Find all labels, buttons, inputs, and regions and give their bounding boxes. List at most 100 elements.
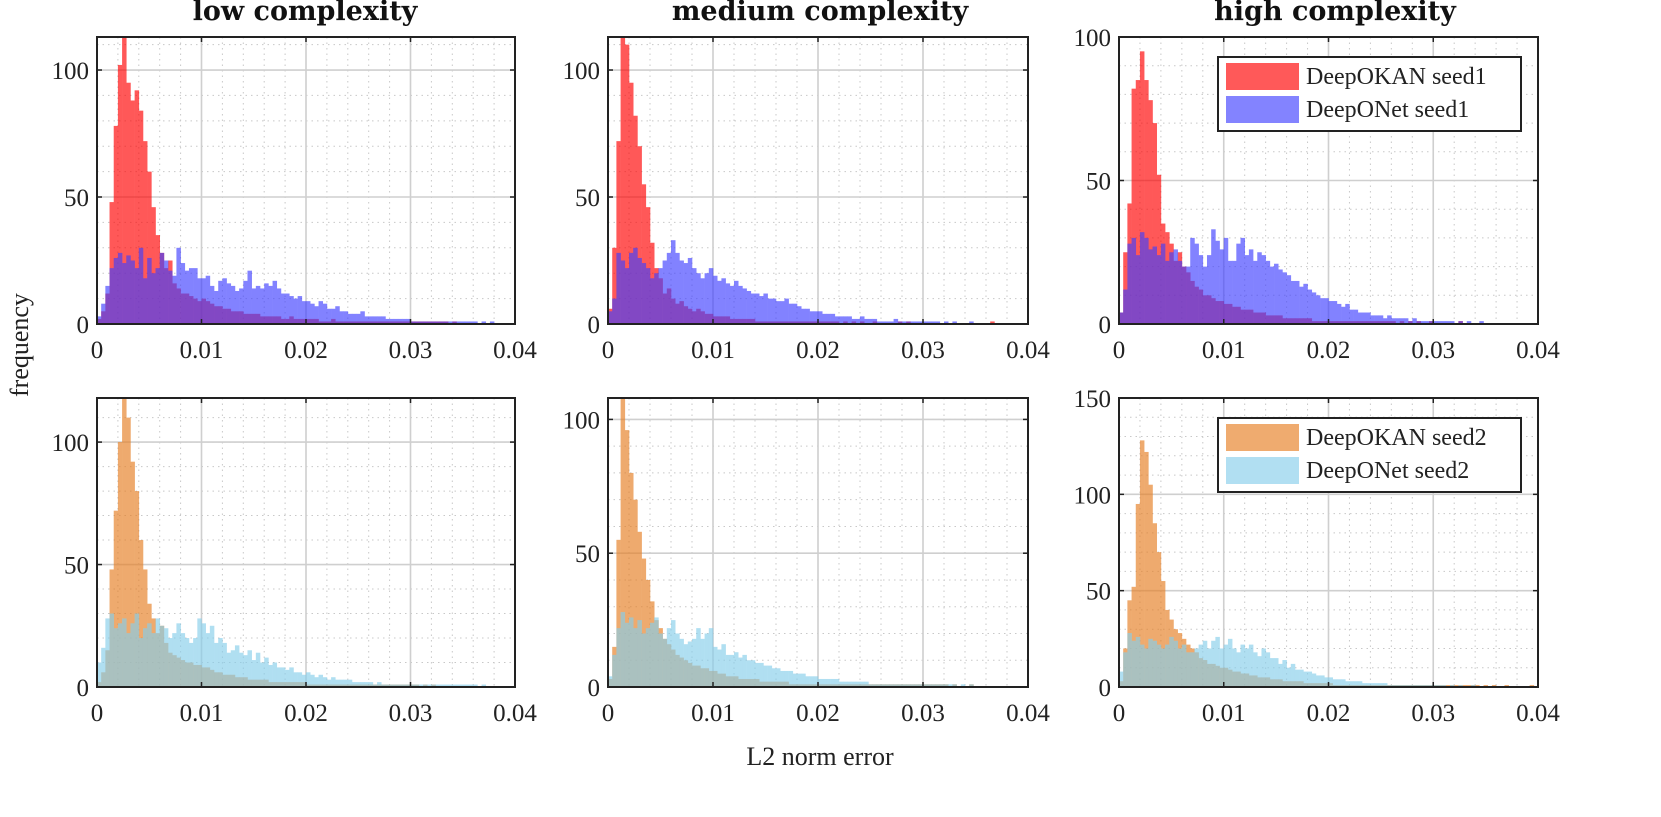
histogram-bar [1131,88,1137,324]
histogram-bar [990,321,995,324]
histogram-bar [952,321,957,324]
histogram-bar [1341,306,1346,324]
histogram-bar [834,316,840,324]
histogram-bar [243,655,248,687]
histogram-bar [243,280,248,324]
histogram-bar [322,677,328,687]
histogram-bar [927,321,932,324]
histogram-bar [351,313,357,324]
histogram-bar [356,313,361,324]
histogram-bar [683,263,689,324]
histogram-bar [1395,318,1401,324]
histogram-bar [633,499,638,687]
histogram-bar [662,638,668,687]
x-tick-label: 0.03 [901,337,945,364]
histogram-bar [830,313,836,324]
histogram-bar [1387,315,1392,324]
legend-swatch [1226,424,1299,451]
histogram-bar [885,321,890,324]
histogram-bar [1265,260,1271,324]
histogram-bar [364,682,369,687]
histogram-bar [1135,80,1141,324]
histogram-bar [1374,315,1380,324]
histogram-bar [654,273,659,324]
histogram-bar [239,652,244,687]
histogram-bar [683,644,689,687]
histogram-bar [1135,503,1141,687]
histogram-bar [713,275,718,324]
histogram-bar [855,318,861,324]
histogram-bar [368,682,374,687]
panel-4: 0 0.01 0.02 0.03 0.04 0 50 100 [52,397,537,727]
series-deeponet-seed2 [97,613,487,687]
histogram-bar [805,308,810,324]
histogram-bar [809,676,815,687]
legend-label: DeepONet seed2 [1306,458,1469,484]
histogram-bar [658,633,663,687]
histogram-bar [704,633,710,687]
histogram-bar [1135,255,1141,324]
histogram-bar [1458,321,1463,324]
histogram-bar [172,633,177,687]
histogram-bar [285,293,290,324]
histogram-bar [1303,283,1308,324]
histogram-bar [1139,440,1145,687]
histogram-bar [209,285,215,324]
histogram-bar [763,665,768,687]
histogram-bar [130,260,135,324]
histogram-bar [209,625,215,687]
histogram-bar [193,268,198,324]
histogram-bar [147,623,152,687]
histogram-bar [318,301,324,324]
histogram-bar [214,642,219,687]
x-axis-label: L2 norm error [746,742,894,771]
histogram-bar [822,313,827,324]
histogram-bar [126,633,131,687]
histogram-bar [247,270,252,324]
x-tick-label: 0 [602,700,615,727]
histogram-bar [746,290,752,324]
histogram-bar [1450,321,1455,324]
histogram-bar [117,623,123,687]
histogram-bar [1165,644,1170,687]
histogram-bar [784,670,789,687]
histogram-bar [339,311,344,324]
histogram-bar [393,684,399,687]
histogram-bar [641,263,647,324]
histogram-bar [151,273,156,324]
histogram-bar [1156,255,1162,324]
y-tick-label: 0 [1099,312,1112,339]
histogram-bar [1148,249,1153,324]
histogram-bar [473,321,478,324]
histogram-bar [368,316,374,324]
histogram-bar [776,668,781,687]
histogram-bar [780,670,785,687]
histogram-bar [822,678,827,687]
histogram-bar [105,618,110,687]
histogram-bar [818,311,823,324]
histogram-bar [448,684,453,687]
legend: DeepOKAN seed1 DeepONet seed1 [1217,56,1522,132]
histogram-bar [608,676,613,687]
y-tick-label: 100 [1074,482,1112,509]
histogram-bar [742,654,747,687]
histogram-bar [1420,321,1426,324]
histogram-bar [113,257,119,324]
histogram-bar [1261,255,1266,324]
histogram-bar [297,672,303,687]
histogram-bar [460,321,466,324]
histogram-bar [918,321,924,324]
histogram-bar [918,684,924,687]
histogram-bar [1345,303,1350,324]
histogram-bar [347,679,353,687]
histogram-bar [272,280,278,324]
histogram-bar [960,684,966,687]
histogram-bar [431,321,436,324]
histogram-bar [1194,243,1199,324]
histogram-bar [788,303,794,324]
histogram-bar [637,257,642,324]
y-tick-label: 100 [1074,25,1112,52]
histogram-bar [1278,269,1283,324]
histogram-bar [423,684,428,687]
